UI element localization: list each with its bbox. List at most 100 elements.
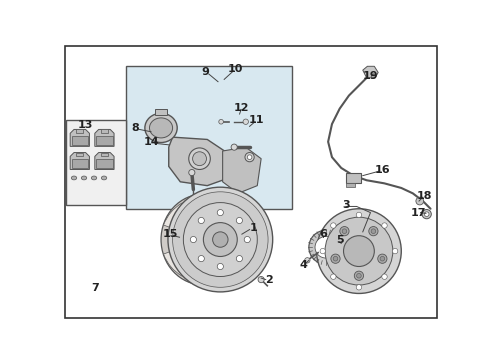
- Text: 19: 19: [363, 71, 378, 81]
- Ellipse shape: [171, 204, 236, 275]
- Circle shape: [305, 258, 310, 263]
- Circle shape: [244, 237, 250, 243]
- Circle shape: [416, 197, 424, 205]
- Text: 8: 8: [132, 123, 140, 133]
- Ellipse shape: [81, 176, 87, 180]
- Circle shape: [331, 254, 340, 263]
- Circle shape: [424, 212, 429, 216]
- Circle shape: [183, 203, 257, 276]
- Circle shape: [354, 271, 364, 280]
- Circle shape: [213, 232, 228, 247]
- Circle shape: [340, 226, 349, 236]
- Circle shape: [198, 217, 204, 224]
- Circle shape: [190, 195, 197, 203]
- Circle shape: [190, 237, 196, 243]
- Circle shape: [356, 285, 362, 290]
- Circle shape: [217, 210, 223, 216]
- Circle shape: [371, 229, 376, 234]
- Text: 11: 11: [249, 115, 264, 125]
- Circle shape: [357, 274, 361, 278]
- Circle shape: [245, 153, 254, 162]
- Wedge shape: [203, 198, 236, 239]
- Bar: [76, 130, 83, 133]
- Circle shape: [217, 264, 223, 270]
- Circle shape: [343, 236, 374, 266]
- FancyBboxPatch shape: [339, 244, 356, 255]
- Text: 2: 2: [265, 275, 273, 285]
- Circle shape: [333, 256, 338, 261]
- Circle shape: [422, 210, 431, 219]
- Text: 10: 10: [228, 64, 244, 73]
- Text: 14: 14: [143, 137, 159, 147]
- Circle shape: [325, 217, 393, 285]
- Circle shape: [172, 192, 268, 287]
- Text: 3: 3: [342, 200, 350, 210]
- Bar: [101, 153, 108, 156]
- Bar: [72, 159, 88, 168]
- Circle shape: [258, 276, 264, 283]
- Text: 7: 7: [91, 283, 98, 293]
- Text: 6: 6: [319, 229, 327, 239]
- Bar: [76, 153, 83, 156]
- Text: 17: 17: [411, 208, 426, 217]
- Ellipse shape: [149, 118, 172, 138]
- Wedge shape: [164, 239, 203, 276]
- Circle shape: [331, 223, 336, 228]
- Circle shape: [382, 274, 387, 279]
- Text: 4: 4: [299, 260, 307, 270]
- Circle shape: [247, 155, 252, 159]
- Circle shape: [392, 248, 398, 254]
- Circle shape: [189, 170, 195, 176]
- Polygon shape: [169, 137, 230, 186]
- Circle shape: [369, 226, 378, 236]
- Text: 12: 12: [233, 103, 249, 113]
- Bar: [72, 136, 88, 145]
- Circle shape: [342, 229, 347, 234]
- Circle shape: [198, 256, 204, 262]
- Polygon shape: [222, 147, 261, 193]
- Circle shape: [168, 187, 273, 292]
- Ellipse shape: [161, 194, 246, 285]
- Ellipse shape: [193, 152, 206, 166]
- Circle shape: [331, 274, 336, 279]
- Circle shape: [378, 254, 387, 263]
- Polygon shape: [363, 66, 378, 78]
- Circle shape: [382, 223, 387, 228]
- Circle shape: [356, 212, 362, 217]
- Bar: [155, 109, 167, 115]
- Circle shape: [243, 119, 248, 125]
- Ellipse shape: [101, 176, 107, 180]
- Circle shape: [320, 248, 325, 254]
- Bar: [97, 159, 113, 168]
- Text: 18: 18: [416, 191, 432, 201]
- Text: 16: 16: [374, 165, 390, 175]
- Circle shape: [315, 237, 337, 258]
- Bar: [66, 120, 126, 205]
- Text: 1: 1: [249, 223, 257, 233]
- Ellipse shape: [189, 148, 210, 170]
- Bar: [97, 136, 113, 145]
- Polygon shape: [95, 130, 114, 147]
- Wedge shape: [164, 203, 203, 239]
- Ellipse shape: [72, 176, 77, 180]
- Text: 15: 15: [163, 229, 178, 239]
- Polygon shape: [95, 153, 114, 170]
- Circle shape: [203, 222, 237, 256]
- Circle shape: [317, 209, 401, 293]
- Ellipse shape: [91, 176, 97, 180]
- Text: 9: 9: [201, 67, 209, 77]
- Circle shape: [380, 256, 385, 261]
- Bar: [126, 66, 292, 209]
- Text: 5: 5: [336, 235, 343, 244]
- Circle shape: [309, 230, 343, 264]
- Ellipse shape: [145, 113, 177, 143]
- Text: 13: 13: [78, 120, 93, 130]
- Circle shape: [219, 120, 223, 124]
- Bar: [101, 130, 108, 133]
- Polygon shape: [70, 153, 89, 170]
- Circle shape: [236, 256, 243, 262]
- Polygon shape: [70, 130, 89, 147]
- Bar: [346, 183, 355, 187]
- Circle shape: [231, 144, 237, 150]
- Bar: [346, 172, 361, 183]
